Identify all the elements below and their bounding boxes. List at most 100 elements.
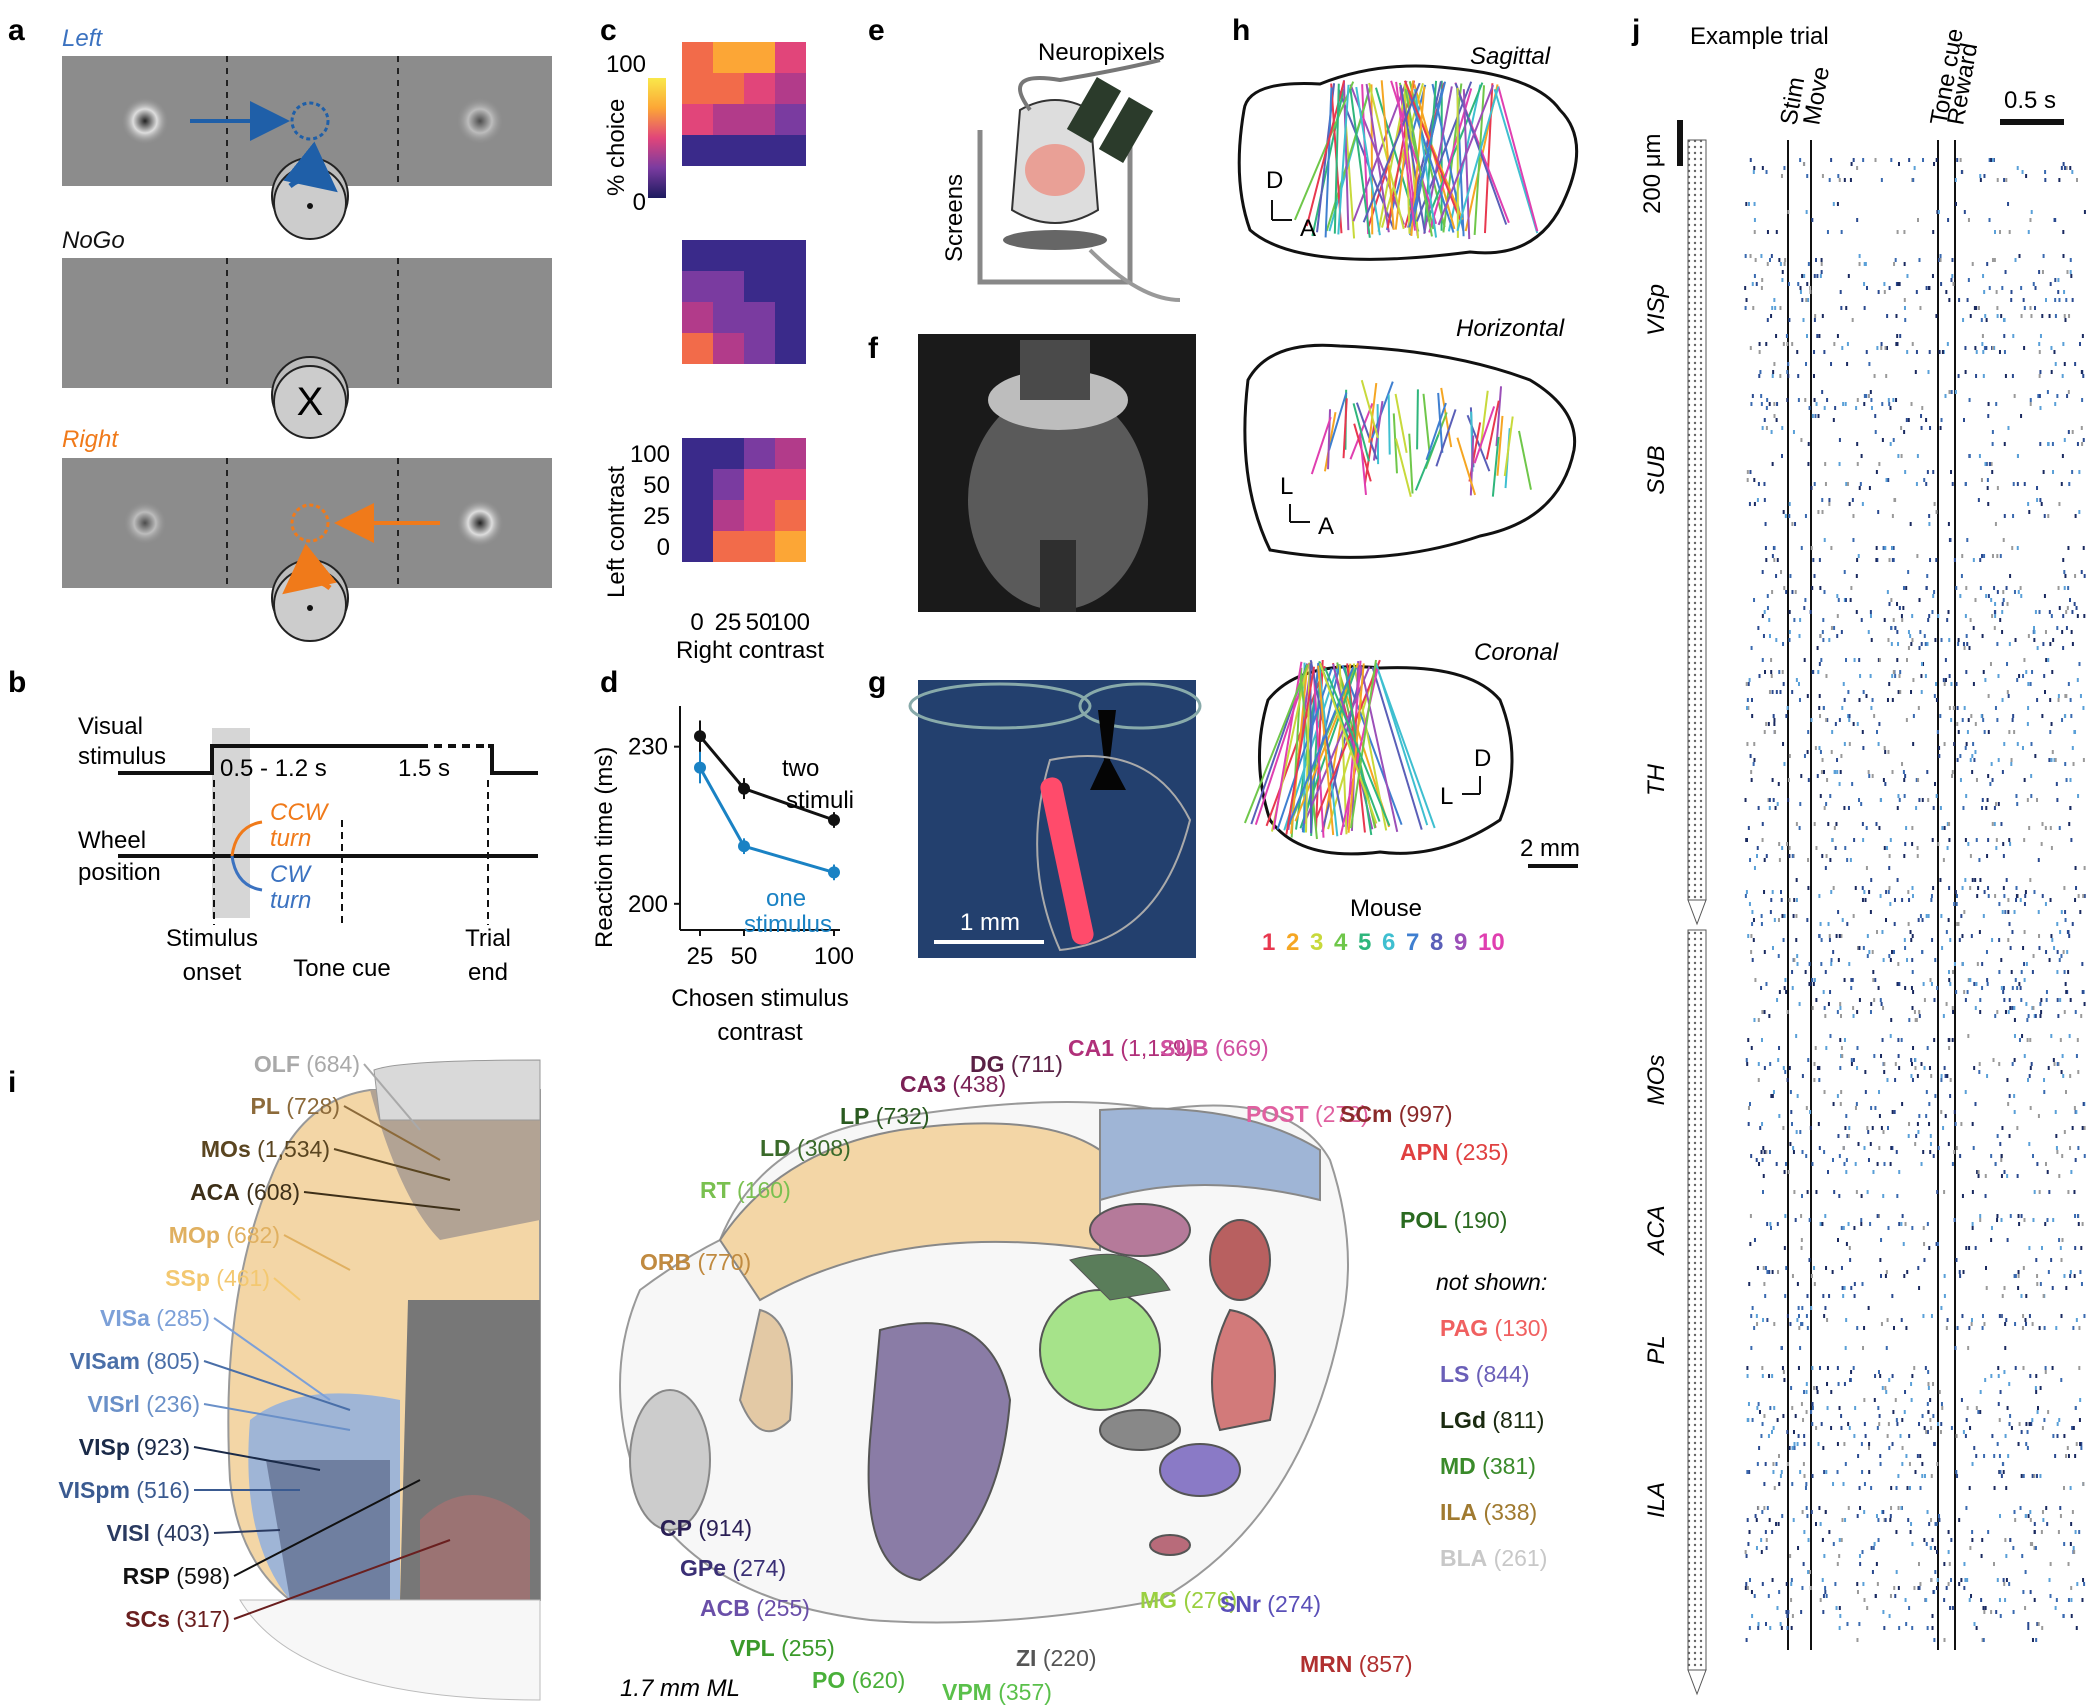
coronal-outline — [1258, 665, 1514, 856]
heatmap-cell — [775, 438, 806, 469]
heatmap-cell — [682, 500, 713, 531]
event-label: Move — [1798, 65, 1835, 127]
panel-letter-d: d — [600, 666, 618, 699]
colorbar-min: 0 — [633, 189, 646, 216]
probe-track — [1350, 659, 1377, 829]
heatmap-cell — [682, 104, 713, 135]
region-label: CA1 (1,129) — [1068, 1035, 1193, 1061]
heatmap-cell — [682, 240, 713, 271]
region-label: VISrl (236) — [87, 1391, 200, 1417]
probe-track — [1435, 409, 1457, 467]
right-contrast-tick: 0 — [690, 609, 703, 636]
right-contrast-tick: 50 — [746, 609, 773, 636]
region-label: SSp (461) — [165, 1265, 270, 1291]
probe-track — [1352, 403, 1370, 462]
heatmap-cell — [682, 73, 713, 104]
heatmap-cell — [713, 240, 744, 271]
heatmap-cell — [682, 135, 713, 166]
hor-l-label: L — [1280, 473, 1293, 500]
panel-b-timeline: Visual stimulus 0.5 - 1.2 s 1.5 s Wheel … — [78, 713, 538, 986]
probe-track — [1290, 664, 1309, 834]
probe-track — [1370, 84, 1374, 235]
probe-track — [1323, 412, 1337, 472]
coronal-tracks — [1243, 659, 1436, 840]
two-stimuli-label-1: two — [782, 755, 819, 782]
probe-shank-2 — [1687, 929, 1707, 1671]
heatmap-cell — [775, 73, 806, 104]
region-label: ACB (255) — [700, 1595, 810, 1621]
panel-letter-c: c — [600, 14, 617, 47]
probe-track — [1328, 392, 1348, 451]
probe-track — [1495, 386, 1503, 447]
region-leader-line — [333, 1148, 451, 1181]
mouse-legend-item: 2 — [1286, 929, 1299, 956]
region-label: LP (732) — [840, 1103, 929, 1129]
probe-track — [1493, 88, 1539, 234]
heatmap-cell — [744, 135, 775, 166]
region-label: RT (160) — [700, 1177, 791, 1203]
sag-a-label: A — [1300, 215, 1316, 242]
probe-track — [1293, 81, 1355, 221]
cor-l-label: L — [1440, 783, 1453, 810]
rt-ytick: 230 — [628, 734, 668, 761]
probe-track — [1425, 82, 1484, 223]
region-label: DG (711) — [970, 1051, 1063, 1077]
heatmap-cell — [744, 240, 775, 271]
heatmap-cell — [744, 73, 775, 104]
heatmap-cell — [775, 500, 806, 531]
cw-label: CW — [270, 861, 312, 888]
visual-stimulus-label-1: Visual — [78, 713, 143, 740]
mouse-legend-title: Mouse — [1350, 895, 1422, 922]
probe-track — [1437, 84, 1495, 226]
sagittal-label: Sagittal — [1470, 43, 1551, 70]
right-contrast-axis-label: Right contrast — [676, 637, 824, 664]
probe-track — [1337, 84, 1350, 235]
probe-track — [1319, 662, 1378, 824]
left-contrast-tick: 0 — [657, 534, 670, 561]
region-label: SCm (997) — [1340, 1101, 1453, 1127]
region-label: MG (276) — [1140, 1587, 1237, 1613]
dorsal-region-labels: OLF (684) PL (728) MOs (1,534) ACA (608) MOp… — [58, 1051, 461, 1632]
mouse-legend-item: 10 — [1478, 929, 1505, 956]
probe-track — [1362, 82, 1421, 223]
hor-a-label: A — [1318, 513, 1334, 540]
rt-point — [738, 840, 750, 853]
region-label: ACA (608) — [190, 1179, 300, 1205]
panel-letter-i: i — [8, 1066, 16, 1099]
trial-end-label-2: end — [468, 959, 508, 986]
probe-track — [1243, 664, 1309, 824]
heatmap-cell — [775, 135, 806, 166]
probe-a — [1066, 77, 1122, 143]
region-label: LGd (811) — [1440, 1407, 1544, 1433]
probe-track — [1310, 666, 1322, 836]
heatmap-cell — [713, 104, 744, 135]
region-label: SUB (669) — [1160, 1035, 1269, 1061]
probe-track — [1423, 86, 1453, 234]
region-label: POST (272) — [1246, 1101, 1369, 1127]
probe-track — [1374, 662, 1429, 826]
region-leader-line — [213, 1529, 281, 1534]
raster-region-label: ILA — [1643, 1482, 1670, 1518]
probe-track — [1440, 387, 1453, 448]
mouse-legend-item: 3 — [1310, 929, 1323, 956]
heatmap-cell — [713, 302, 744, 333]
cw-turn-label: turn — [270, 887, 311, 914]
mouse-legend-item: 9 — [1454, 929, 1467, 956]
probe-track — [1372, 401, 1384, 461]
raster-region-label: PL — [1643, 1335, 1670, 1364]
heatmap-cell — [775, 104, 806, 135]
region-label: VPM (357) — [942, 1679, 1052, 1705]
heatmap-cell — [713, 73, 744, 104]
ml-depth-label: 1.7 mm ML — [620, 1675, 740, 1702]
panel-g-histology: 1 mm — [908, 680, 1202, 958]
probe-track — [1485, 400, 1500, 460]
sagittal-tracks — [1293, 80, 1539, 240]
sag-d-label: D — [1266, 167, 1283, 194]
right-contrast-tick: 25 — [715, 609, 742, 636]
heatmap-cell — [744, 500, 775, 531]
panel-h-probe-tracks: Sagittal D A Horizontal L A Coronal D L … — [1237, 43, 1580, 956]
probe-track — [1359, 435, 1367, 496]
probe-track — [1394, 393, 1408, 454]
